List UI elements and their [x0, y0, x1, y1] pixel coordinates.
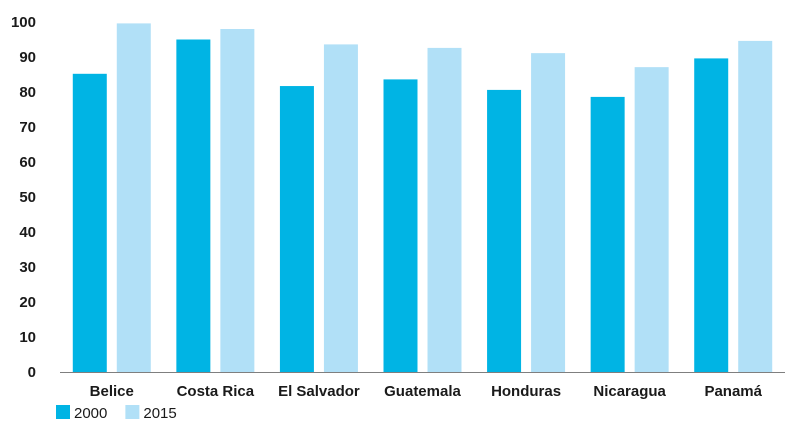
bar-2015-nicaragua	[634, 67, 669, 373]
bar-2015-guatemala	[427, 47, 462, 373]
bar-2000-guatemala	[383, 79, 418, 373]
x-axis-ticks: Belice Costa Rica El Salvador Guatemala Hond…	[90, 383, 763, 400]
x-tick-label: Belice	[90, 383, 134, 400]
x-tick-label: Honduras	[491, 383, 561, 400]
y-tick-label: 100	[11, 14, 36, 31]
y-tick-label: 90	[19, 49, 36, 66]
bar-2015-panamá	[738, 40, 773, 373]
y-axis-ticks: 0 10 20 30 40 50 60 70 80 90 100	[11, 14, 36, 381]
bar-2015-el-salvador	[323, 44, 358, 373]
y-tick-label: 10	[19, 329, 36, 346]
bar-2015-belice	[116, 23, 151, 373]
x-tick-label: Nicaragua	[593, 383, 666, 400]
legend: 2000 2015	[56, 405, 177, 422]
bar-2000-costa-rica	[176, 39, 211, 372]
bar-2000-panamá	[694, 58, 729, 373]
y-tick-label: 50	[19, 189, 36, 206]
y-tick-label: 70	[19, 119, 36, 136]
x-tick-label: Panamá	[704, 383, 762, 400]
legend-swatch-2000	[56, 405, 70, 419]
bar-2015-costa-rica	[220, 29, 255, 372]
y-tick-label: 80	[19, 84, 36, 101]
bars	[72, 23, 773, 373]
bar-2000-el-salvador	[279, 86, 314, 373]
y-tick-label: 40	[19, 224, 36, 241]
bar-2000-belice	[72, 73, 107, 373]
y-tick-label: 20	[19, 294, 36, 311]
legend-swatch-2015	[125, 405, 140, 419]
x-tick-label: Costa Rica	[177, 383, 255, 400]
bar-2000-honduras	[487, 89, 522, 373]
y-tick-label: 0	[28, 364, 36, 381]
x-tick-label: El Salvador	[278, 383, 360, 400]
bar-2015-honduras	[531, 53, 566, 373]
legend-label-2000: 2000	[74, 405, 107, 422]
x-tick-label: Guatemala	[384, 383, 461, 400]
y-tick-label: 60	[19, 154, 36, 171]
bar-2000-nicaragua	[590, 96, 625, 373]
y-tick-label: 30	[19, 259, 36, 276]
legend-label-2015: 2015	[143, 405, 176, 422]
